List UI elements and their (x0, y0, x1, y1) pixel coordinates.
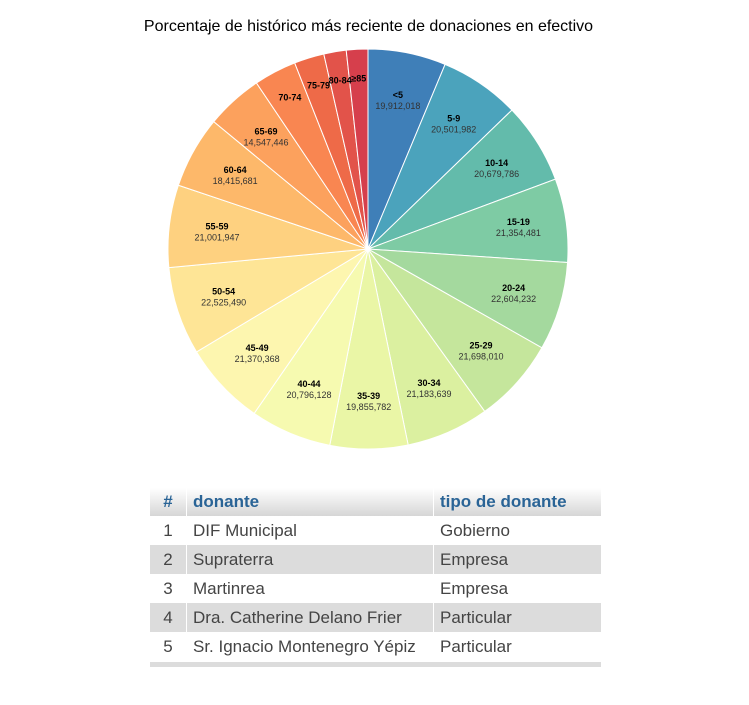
header-donante[interactable]: donante (186, 488, 434, 516)
header-number[interactable]: # (150, 488, 187, 516)
row-tipo: Empresa (433, 545, 601, 574)
row-number: 2 (150, 545, 187, 574)
slice-label-15: 75-79 (307, 81, 330, 91)
slice-label-16: 80-84 (329, 75, 352, 85)
header-tipo-de-donante[interactable]: tipo de donante (433, 488, 601, 516)
slice-label-0: <5 (393, 90, 403, 100)
table-row[interactable]: 1 DIF Municipal Gobierno (150, 516, 601, 545)
row-tipo: Particular (433, 632, 601, 661)
slice-value-1: 20,501,982 (431, 125, 476, 135)
slice-label-7: 35-39 (357, 391, 380, 401)
slice-label-17: ≥85 (351, 73, 366, 83)
slice-label-4: 20-24 (502, 283, 525, 293)
row-tipo: Empresa (433, 574, 601, 603)
row-number: 3 (163, 578, 173, 598)
row-donante: Dra. Catherine Delano Frier (186, 603, 434, 632)
slice-value-11: 21,001,947 (194, 233, 239, 243)
slice-value-4: 22,604,232 (491, 294, 536, 304)
slice-value-6: 21,183,639 (406, 389, 451, 399)
pie-chart: <519,912,018 5-920,501,982 10-1420,679,786… (167, 48, 569, 450)
donor-table: # donante tipo de donante 1 DIF Municipa… (150, 488, 601, 661)
slice-value-10: 22,525,490 (201, 297, 246, 307)
chart-title: Porcentaje de histórico más reciente de … (143, 18, 594, 35)
slice-value-2: 20,679,786 (474, 169, 519, 179)
slice-label-2: 10-14 (485, 158, 508, 168)
slice-label-1: 5-9 (447, 114, 460, 124)
slice-value-7: 19,855,782 (346, 402, 391, 412)
slice-label-14: 70-74 (278, 92, 301, 102)
slice-value-5: 21,698,010 (458, 352, 503, 362)
table-footer (150, 662, 601, 667)
row-donante: Supraterra (186, 545, 434, 574)
table-row[interactable]: 3 Martinrea Empresa (150, 574, 601, 603)
row-donante: DIF Municipal (186, 516, 434, 545)
slice-value-12: 18,415,681 (213, 176, 258, 186)
row-donante: Martinrea (186, 574, 434, 603)
slice-label-11: 55-59 (205, 222, 228, 232)
slice-label-13: 65-69 (254, 126, 277, 136)
slice-label-6: 30-34 (417, 378, 440, 388)
table-header-row: # donante tipo de donante (150, 488, 601, 516)
slice-label-5: 25-29 (469, 341, 492, 351)
slice-value-13: 14,547,446 (243, 137, 288, 147)
row-tipo: Particular (433, 603, 601, 632)
slice-label-9: 45-49 (246, 343, 269, 353)
table-row[interactable]: 2 Supraterra Empresa (150, 545, 601, 574)
row-number: 4 (150, 603, 187, 632)
slice-label-8: 40-44 (297, 379, 320, 389)
slice-label-3: 15-19 (507, 217, 530, 227)
row-donante: Sr. Ignacio Montenegro Yépiz (186, 632, 434, 661)
pie-slice-17[interactable] (345, 48, 369, 250)
table-row[interactable]: 5 Sr. Ignacio Montenegro Yépiz Particula… (150, 632, 601, 661)
table-row[interactable]: 4 Dra. Catherine Delano Frier Particular (150, 603, 601, 632)
row-tipo: Gobierno (433, 516, 601, 545)
row-number: 5 (163, 636, 173, 656)
row-number: 1 (163, 520, 173, 540)
slice-label-12: 60-64 (224, 165, 247, 175)
slice-label-10: 50-54 (212, 286, 235, 296)
slice-value-0: 19,912,018 (375, 101, 420, 111)
slice-value-9: 21,370,368 (235, 354, 280, 364)
slice-value-8: 20,796,128 (286, 390, 331, 400)
slice-value-3: 21,354,481 (496, 228, 541, 238)
